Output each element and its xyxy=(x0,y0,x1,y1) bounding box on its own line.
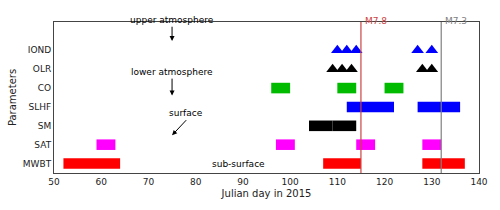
svg-text:MWBT: MWBT xyxy=(23,159,52,169)
svg-text:50: 50 xyxy=(48,177,60,187)
svg-text:CO: CO xyxy=(38,83,51,93)
svg-text:OLR: OLR xyxy=(33,64,51,74)
svg-text:M7.3: M7.3 xyxy=(445,16,467,26)
svg-text:sub-surface: sub-surface xyxy=(212,159,265,169)
svg-text:80: 80 xyxy=(190,177,202,187)
svg-text:130: 130 xyxy=(423,177,440,187)
svg-text:IOND: IOND xyxy=(28,45,51,55)
svg-text:70: 70 xyxy=(143,177,155,187)
svg-text:Julian day in 2015: Julian day in 2015 xyxy=(221,188,312,199)
svg-text:SM: SM xyxy=(38,121,51,131)
svg-text:140: 140 xyxy=(470,177,487,187)
svg-text:M7.8: M7.8 xyxy=(365,16,387,26)
svg-text:upper atmosphere: upper atmosphere xyxy=(130,15,214,25)
svg-text:lower atmosphere: lower atmosphere xyxy=(131,67,213,77)
svg-text:surface: surface xyxy=(169,108,203,118)
svg-text:SAT: SAT xyxy=(34,140,51,150)
svg-text:100: 100 xyxy=(282,177,299,187)
svg-text:90: 90 xyxy=(237,177,249,187)
svg-text:Parameters: Parameters xyxy=(7,69,18,126)
svg-text:120: 120 xyxy=(376,177,393,187)
svg-text:60: 60 xyxy=(95,177,107,187)
svg-text:SLHF: SLHF xyxy=(29,102,52,112)
svg-text:110: 110 xyxy=(329,177,346,187)
